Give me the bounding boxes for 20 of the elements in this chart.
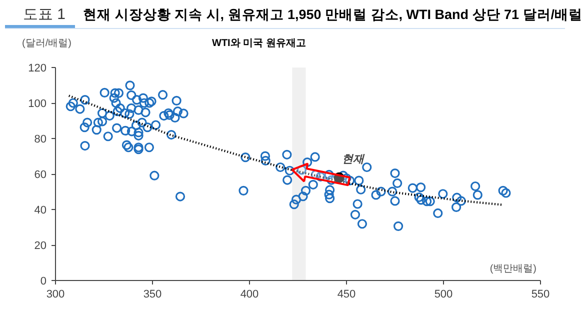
- x-tick-label: 300: [46, 288, 65, 300]
- y-axis-title: (달러/배럴): [22, 37, 72, 51]
- x-tick-label: 500: [434, 288, 453, 300]
- y-tick-label: 60: [34, 169, 47, 181]
- x-tick-label: 450: [337, 288, 356, 300]
- y-tick-label: 40: [34, 204, 47, 216]
- y-tick-label: 120: [28, 62, 47, 74]
- chart-subtitle: WTI와 미국 원유재고: [212, 37, 306, 51]
- x-tick-label: 550: [531, 288, 550, 300]
- chart-title: 현재 시장상황 지속 시, 원유재고 1,950 만배럴 감소, WTI Band 상단 71 달러/배럴: [83, 7, 583, 22]
- y-tick-label: 0: [40, 276, 47, 288]
- y-tick-label: 100: [28, 98, 47, 110]
- text: 도표 1: [5, 4, 75, 28]
- x-axis-title: (백만배럴): [490, 264, 537, 274]
- y-tick-label: 20: [34, 240, 47, 252]
- x-tick-label: 350: [143, 288, 162, 300]
- line-series: [68, 94, 504, 206]
- annotation: 현재: [342, 154, 366, 166]
- y-tick-label: 80: [34, 134, 47, 146]
- x-tick-label: 400: [240, 288, 259, 300]
